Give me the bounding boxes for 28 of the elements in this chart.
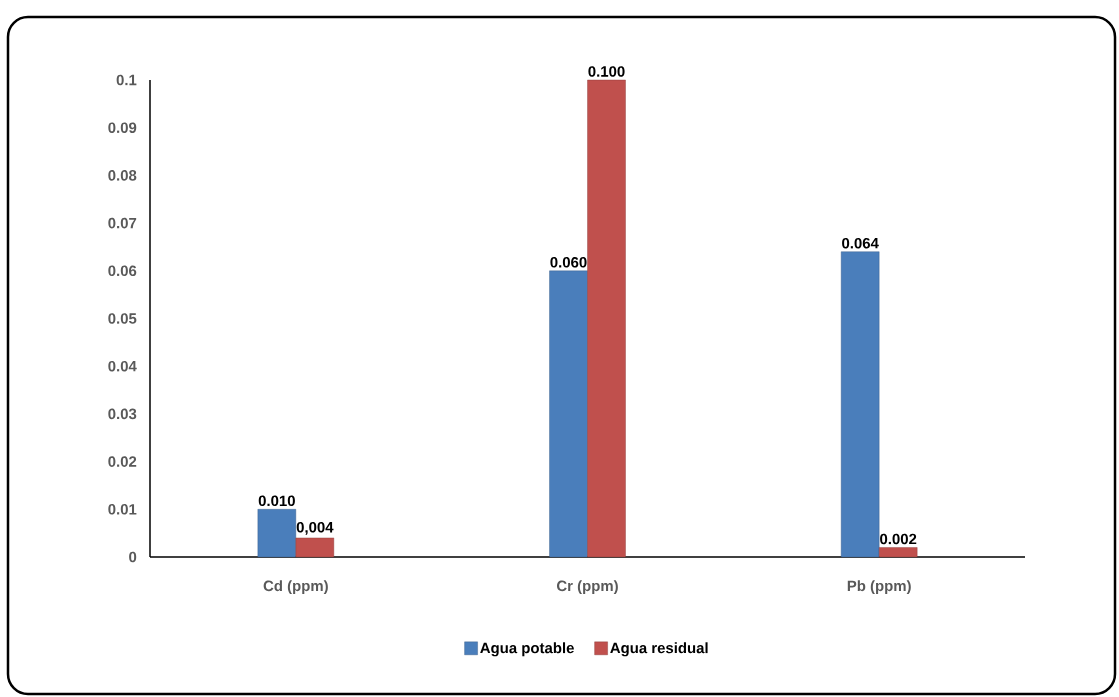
y-tick-label: 0.02	[108, 456, 137, 467]
data-label: 0.064	[842, 237, 879, 249]
y-tick-label: 0.03	[108, 408, 137, 420]
y-tick-label: 0	[129, 551, 137, 563]
data-label: 0,004	[296, 521, 334, 535]
data-label: 0.010	[258, 495, 295, 507]
legend-label: Agua residual	[610, 642, 708, 657]
bar	[878, 547, 918, 558]
y-tick-label: 0.1	[116, 74, 137, 86]
data-label: 0.100	[588, 66, 625, 77]
data-label: 0.060	[550, 257, 587, 268]
bar	[587, 79, 626, 558]
y-tick-label: 0.09	[108, 122, 137, 133]
y-tick-label: 0.01	[108, 504, 137, 515]
x-tick-label: Cr (ppm)	[556, 580, 618, 595]
x-tick-label: Cd (ppm)	[263, 580, 328, 595]
y-tick-label: 0.05	[108, 313, 137, 324]
legend-label: Agua potable	[480, 642, 574, 657]
data-label: 0.002	[880, 533, 917, 545]
y-tick-label: 0.04	[108, 360, 137, 372]
y-tick-label: 0.07	[108, 217, 137, 229]
y-tick-label: 0.08	[108, 170, 137, 181]
bar	[295, 537, 335, 558]
bar	[549, 270, 588, 558]
bar	[257, 509, 297, 558]
bar	[840, 251, 880, 558]
y-tick-label: 0.06	[108, 265, 137, 277]
x-tick-label: Pb (ppm)	[847, 580, 911, 595]
